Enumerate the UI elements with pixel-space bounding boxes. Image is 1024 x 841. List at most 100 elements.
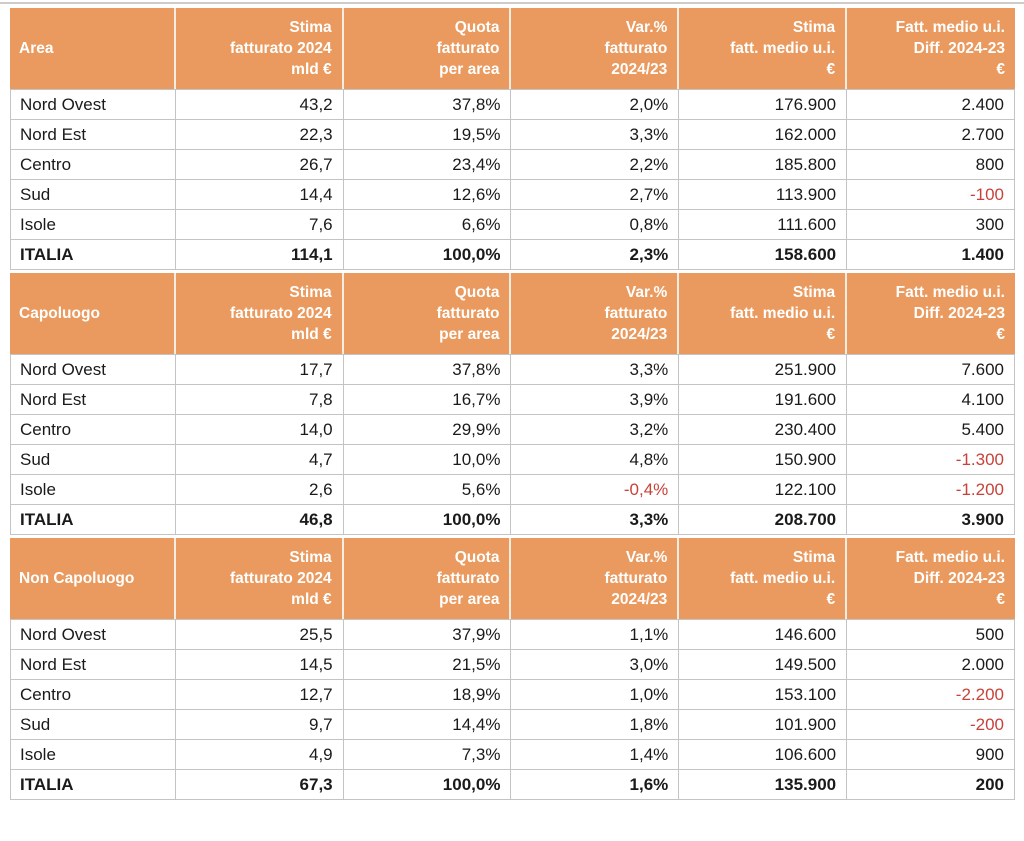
value-cell: 22,3 [175, 120, 344, 150]
value-cell: 100,0% [343, 770, 512, 800]
section-table-non-capoluogo: Non Capoluogo Stima fatturato 2024 mld € Q… [10, 538, 1015, 800]
value-cell: 3,3% [511, 120, 680, 150]
header-row: Capoluogo Stima fatturato 2024 mld € Quota… [10, 273, 1015, 354]
table-row: Centro 14,0 29,9% 3,2% 230.400 5.400 [10, 415, 1015, 445]
value-cell: 18,9% [343, 680, 512, 710]
value-cell: 2,6 [175, 475, 344, 505]
value-cell: 113.900 [679, 180, 848, 210]
value-cell: -1.300 [847, 445, 1015, 475]
column-header: Fatt. medio u.i. Diff. 2024-23 € [847, 8, 1015, 89]
table-row: Nord Est 14,5 21,5% 3,0% 149.500 2.000 [10, 650, 1015, 680]
section-label: Area [10, 8, 176, 89]
table-row: Nord Ovest 43,2 37,8% 2,0% 176.900 2.400 [10, 89, 1015, 120]
value-cell: 3,9% [511, 385, 680, 415]
value-cell: 185.800 [679, 150, 848, 180]
area-cell: Nord Ovest [10, 89, 176, 120]
area-cell: Nord Est [10, 120, 176, 150]
value-cell: 1,4% [511, 740, 680, 770]
value-cell: 4.100 [847, 385, 1015, 415]
value-cell: 19,5% [343, 120, 512, 150]
value-cell: 176.900 [679, 89, 848, 120]
section-label: Capoluogo [10, 273, 176, 354]
value-cell: 25,5 [175, 619, 344, 650]
column-header: Stima fatt. medio u.i. € [679, 273, 848, 354]
value-cell: 67,3 [175, 770, 344, 800]
value-cell: 500 [847, 619, 1015, 650]
value-cell: 800 [847, 150, 1015, 180]
value-cell: 2,2% [511, 150, 680, 180]
value-cell: 158.600 [679, 240, 848, 270]
table-row: Centro 26,7 23,4% 2,2% 185.800 800 [10, 150, 1015, 180]
table-row: Nord Est 22,3 19,5% 3,3% 162.000 2.700 [10, 120, 1015, 150]
area-cell: Centro [10, 150, 176, 180]
value-cell: -1.200 [847, 475, 1015, 505]
area-cell: ITALIA [10, 770, 176, 800]
value-cell: 3,3% [511, 354, 680, 385]
value-cell: 17,7 [175, 354, 344, 385]
value-cell: 1,6% [511, 770, 680, 800]
value-cell: 3,0% [511, 650, 680, 680]
value-cell: 23,4% [343, 150, 512, 180]
value-cell: 300 [847, 210, 1015, 240]
value-cell: 37,9% [343, 619, 512, 650]
value-cell: -200 [847, 710, 1015, 740]
section-label: Non Capoluogo [10, 538, 176, 619]
value-cell: 1,1% [511, 619, 680, 650]
column-header: Stima fatturato 2024 mld € [175, 538, 344, 619]
value-cell: -0,4% [511, 475, 680, 505]
area-cell: ITALIA [10, 240, 176, 270]
table-row: Sud 9,7 14,4% 1,8% 101.900 -200 [10, 710, 1015, 740]
value-cell: 3.900 [847, 505, 1015, 535]
area-cell: Nord Est [10, 650, 176, 680]
value-cell: 2,3% [511, 240, 680, 270]
value-cell: 101.900 [679, 710, 848, 740]
value-cell: -100 [847, 180, 1015, 210]
value-cell: 14,0 [175, 415, 344, 445]
table-row: Nord Ovest 17,7 37,8% 3,3% 251.900 7.600 [10, 354, 1015, 385]
column-header: Quota fatturato per area [343, 538, 512, 619]
column-header: Stima fatt. medio u.i. € [679, 8, 848, 89]
report-tables: Area Stima fatturato 2024 mld € Quota fatt… [10, 8, 1015, 803]
value-cell: 162.000 [679, 120, 848, 150]
value-cell: 16,7% [343, 385, 512, 415]
value-cell: 1,8% [511, 710, 680, 740]
value-cell: 2,7% [511, 180, 680, 210]
area-cell: Sud [10, 180, 176, 210]
table-row: Centro 12,7 18,9% 1,0% 153.100 -2.200 [10, 680, 1015, 710]
area-cell: ITALIA [10, 505, 176, 535]
value-cell: 14,5 [175, 650, 344, 680]
value-cell: 7,3% [343, 740, 512, 770]
table-row: Sud 4,7 10,0% 4,8% 150.900 -1.300 [10, 445, 1015, 475]
value-cell: 46,8 [175, 505, 344, 535]
value-cell: 37,8% [343, 354, 512, 385]
value-cell: 43,2 [175, 89, 344, 120]
value-cell: 153.100 [679, 680, 848, 710]
value-cell: 14,4% [343, 710, 512, 740]
table-row: Sud 14,4 12,6% 2,7% 113.900 -100 [10, 180, 1015, 210]
value-cell: 1.400 [847, 240, 1015, 270]
value-cell: 5.400 [847, 415, 1015, 445]
area-cell: Isole [10, 210, 176, 240]
value-cell: 26,7 [175, 150, 344, 180]
section-table-area: Area Stima fatturato 2024 mld € Quota fatt… [10, 8, 1015, 270]
table-row: Nord Ovest 25,5 37,9% 1,1% 146.600 500 [10, 619, 1015, 650]
area-cell: Sud [10, 710, 176, 740]
value-cell: 200 [847, 770, 1015, 800]
value-cell: 2,0% [511, 89, 680, 120]
value-cell: 150.900 [679, 445, 848, 475]
value-cell: 37,8% [343, 89, 512, 120]
column-header: Stima fatt. medio u.i. € [679, 538, 848, 619]
table-row: ITALIA 46,8 100,0% 3,3% 208.700 3.900 [10, 505, 1015, 535]
header-row: Non Capoluogo Stima fatturato 2024 mld € Q… [10, 538, 1015, 619]
area-cell: Sud [10, 445, 176, 475]
value-cell: 14,4 [175, 180, 344, 210]
value-cell: 122.100 [679, 475, 848, 505]
value-cell: 191.600 [679, 385, 848, 415]
value-cell: 2.000 [847, 650, 1015, 680]
value-cell: 4,7 [175, 445, 344, 475]
value-cell: 208.700 [679, 505, 848, 535]
value-cell: 111.600 [679, 210, 848, 240]
value-cell: 4,8% [511, 445, 680, 475]
value-cell: 7,8 [175, 385, 344, 415]
column-header: Fatt. medio u.i. Diff. 2024-23 € [847, 273, 1015, 354]
